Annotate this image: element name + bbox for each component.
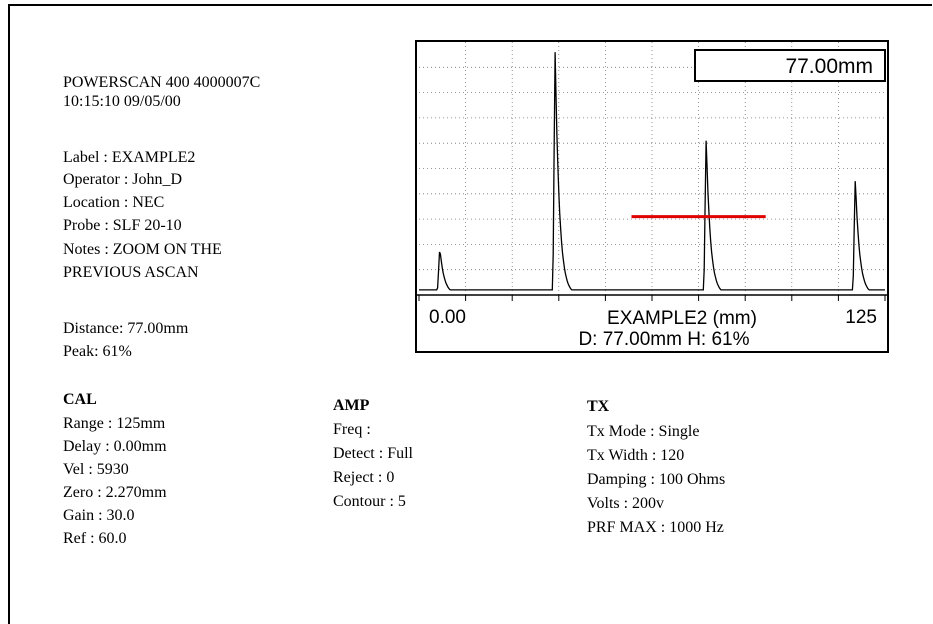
amp-freq: Freq : (333, 421, 371, 438)
cal-gain: Gain : 30.0 (63, 507, 135, 524)
timestamp: 10:15:10 09/05/00 (63, 93, 181, 110)
ascan-status: D: 77.00mm H: 61% (578, 329, 749, 350)
ascan-caption: EXAMPLE2 (mm) (607, 308, 757, 329)
probe-field: Probe : SLF 20-10 (63, 217, 182, 234)
cal-zero: Zero : 2.270mm (63, 484, 167, 501)
readout-box (694, 49, 886, 82)
cal-ref: Ref : 60.0 (63, 530, 127, 547)
operator-field: Operator : John_D (63, 171, 183, 188)
cal-delay: Delay : 0.00mm (63, 438, 167, 455)
device-model: POWERSCAN 400 4000007C (63, 74, 261, 91)
cal-range: Range : 125mm (63, 415, 166, 432)
cal-vel: Vel : 5930 (63, 461, 129, 478)
x-axis-ticks (418, 295, 886, 301)
tx-volts: Volts : 200v (587, 495, 665, 512)
amp-heading: AMP (333, 397, 370, 414)
tx-damping: Damping : 100 Ohms (587, 471, 726, 488)
tx-prf: PRF MAX : 1000 Hz (587, 519, 724, 536)
location-field: Location : NEC (63, 194, 165, 211)
notes-field-continued: PREVIOUS ASCAN (63, 264, 199, 281)
x-max-label: 125 (845, 307, 877, 328)
cal-heading: CAL (63, 391, 97, 408)
ascan-trace (419, 52, 885, 291)
x-min-label: 0.00 (429, 307, 466, 328)
report-frame (8, 4, 932, 624)
label-field: Label : EXAMPLE2 (63, 149, 196, 166)
amp-detect: Detect : Full (333, 445, 413, 462)
tx-heading: TX (587, 398, 610, 415)
distance-reading: Distance: 77.00mm (63, 320, 189, 337)
tx-width: Tx Width : 120 (587, 447, 685, 464)
amp-reject: Reject : 0 (333, 469, 395, 486)
peak-reading: Peak: 61% (63, 343, 132, 360)
amp-contour: Contour : 5 (333, 493, 406, 510)
notes-field: Notes : ZOOM ON THE (63, 241, 222, 258)
ascan-display: 77.00mm 0.00 125 EXAMPLE2 (mm) D: 77.00m… (415, 40, 889, 353)
readout-value: 77.00mm (785, 55, 873, 78)
ascan-chart: 77.00mm 0.00 125 EXAMPLE2 (mm) D: 77.00m… (417, 42, 887, 350)
tx-mode: Tx Mode : Single (587, 423, 700, 440)
